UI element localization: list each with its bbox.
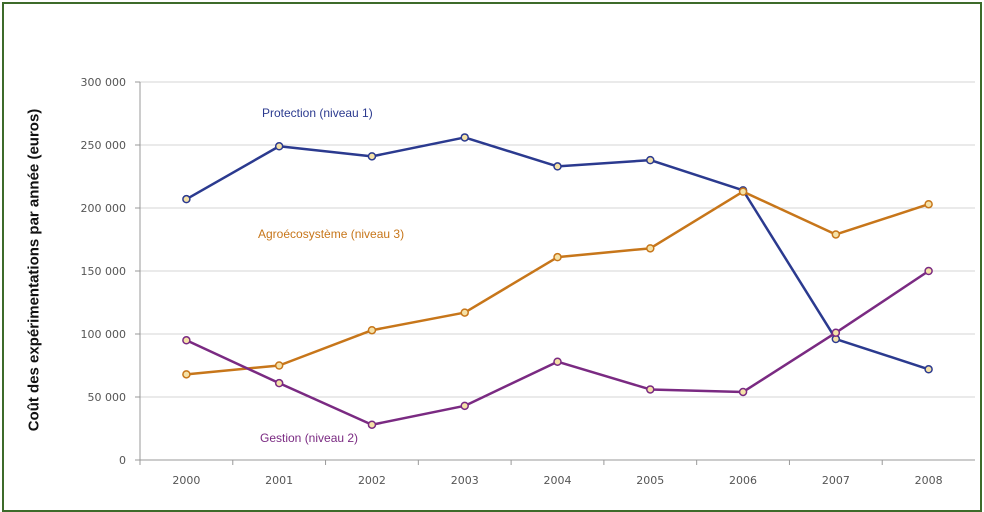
y-tick-label: 150 000 [81, 265, 127, 278]
x-tick-label: 2001 [265, 474, 293, 487]
x-tick-label: 2000 [172, 474, 200, 487]
data-point [738, 187, 748, 196]
data-point [738, 387, 748, 397]
data-point [367, 420, 377, 429]
data-point [646, 155, 655, 165]
series-label: Protection (niveau 1) [262, 106, 373, 120]
data-point [924, 266, 933, 276]
data-point [553, 357, 562, 366]
y-tick-label: 0 [119, 454, 126, 467]
x-tick-labels: 2000 2001 2002 2003 2004 2005 2006 2007 2008 [172, 474, 942, 487]
y-tick-label: 100 000 [81, 328, 127, 341]
data-point [367, 325, 377, 335]
y-tick-label: 200 000 [81, 202, 127, 215]
data-point [367, 152, 377, 161]
x-tick-label: 2007 [822, 474, 850, 487]
data-point [460, 401, 469, 411]
x-tick-label: 2003 [451, 474, 479, 487]
data-point [182, 194, 191, 204]
data-point [460, 133, 469, 142]
series-label: Agroécosystème (niveau 3) [258, 227, 404, 241]
series-labels: Protection (niveau 1) Agroécosystème (niv… [258, 106, 404, 445]
data-point [924, 199, 933, 209]
x-tick-label: 2006 [729, 474, 757, 487]
data-point [182, 370, 191, 379]
data-point [274, 142, 284, 151]
data-point [553, 252, 562, 262]
data-point [553, 162, 562, 171]
data-point [182, 336, 191, 345]
y-tick-label: 250 000 [81, 139, 127, 152]
data-point [924, 365, 933, 374]
data-point [274, 378, 284, 388]
x-tick-label: 2004 [544, 474, 572, 487]
data-point [831, 328, 841, 337]
data-point [831, 230, 841, 239]
series-label: Gestion (niveau 2) [260, 431, 358, 445]
x-tick-label: 2008 [915, 474, 943, 487]
y-tick-label: 300 000 [81, 76, 127, 89]
series-line [185, 269, 930, 426]
axes [135, 81, 975, 465]
series-lines [185, 136, 930, 426]
y-tick-labels: 0 50 000 100 000 150 000 200 000 250 000 300 0… [81, 76, 127, 467]
series-line [186, 190, 929, 376]
y-tick-label: 50 000 [88, 391, 127, 404]
data-point [646, 385, 655, 394]
data-point [274, 361, 284, 370]
x-tick-label: 2005 [636, 474, 664, 487]
series-points [182, 133, 933, 429]
x-tick-label: 2002 [358, 474, 386, 487]
data-point [646, 244, 655, 253]
data-point [460, 308, 469, 317]
